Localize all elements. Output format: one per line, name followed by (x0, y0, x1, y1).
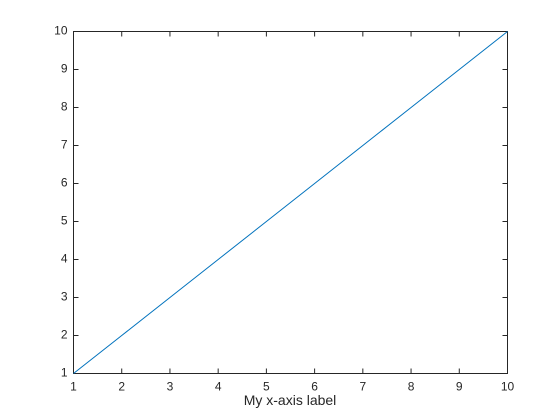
x-tick-label: 5 (263, 380, 270, 394)
y-tick-label: 4 (61, 252, 68, 266)
y-tick-label: 8 (61, 100, 68, 114)
x-axis-label: My x-axis label (244, 392, 337, 408)
axes-box (73, 31, 508, 374)
data-line (73, 31, 508, 374)
x-tick-label: 7 (359, 380, 366, 394)
x-tick-label: 2 (118, 380, 125, 394)
y-tick-label: 9 (61, 62, 68, 76)
x-tick-label: 1 (70, 380, 77, 394)
y-tick-label: 1 (61, 366, 68, 380)
y-tick-label: 10 (54, 24, 68, 38)
x-tick-label: 4 (215, 380, 222, 394)
y-tick-label: 3 (61, 290, 68, 304)
x-tick-label: 3 (167, 380, 174, 394)
y-tick-label: 6 (61, 176, 68, 190)
x-tick-label: 10 (501, 380, 515, 394)
y-tick-label: 5 (61, 214, 68, 228)
y-tick-label: 2 (61, 328, 68, 342)
x-tick-label: 9 (456, 380, 463, 394)
y-tick-label: 7 (61, 138, 68, 152)
x-tick-label: 6 (311, 380, 318, 394)
x-tick-label: 8 (408, 380, 415, 394)
